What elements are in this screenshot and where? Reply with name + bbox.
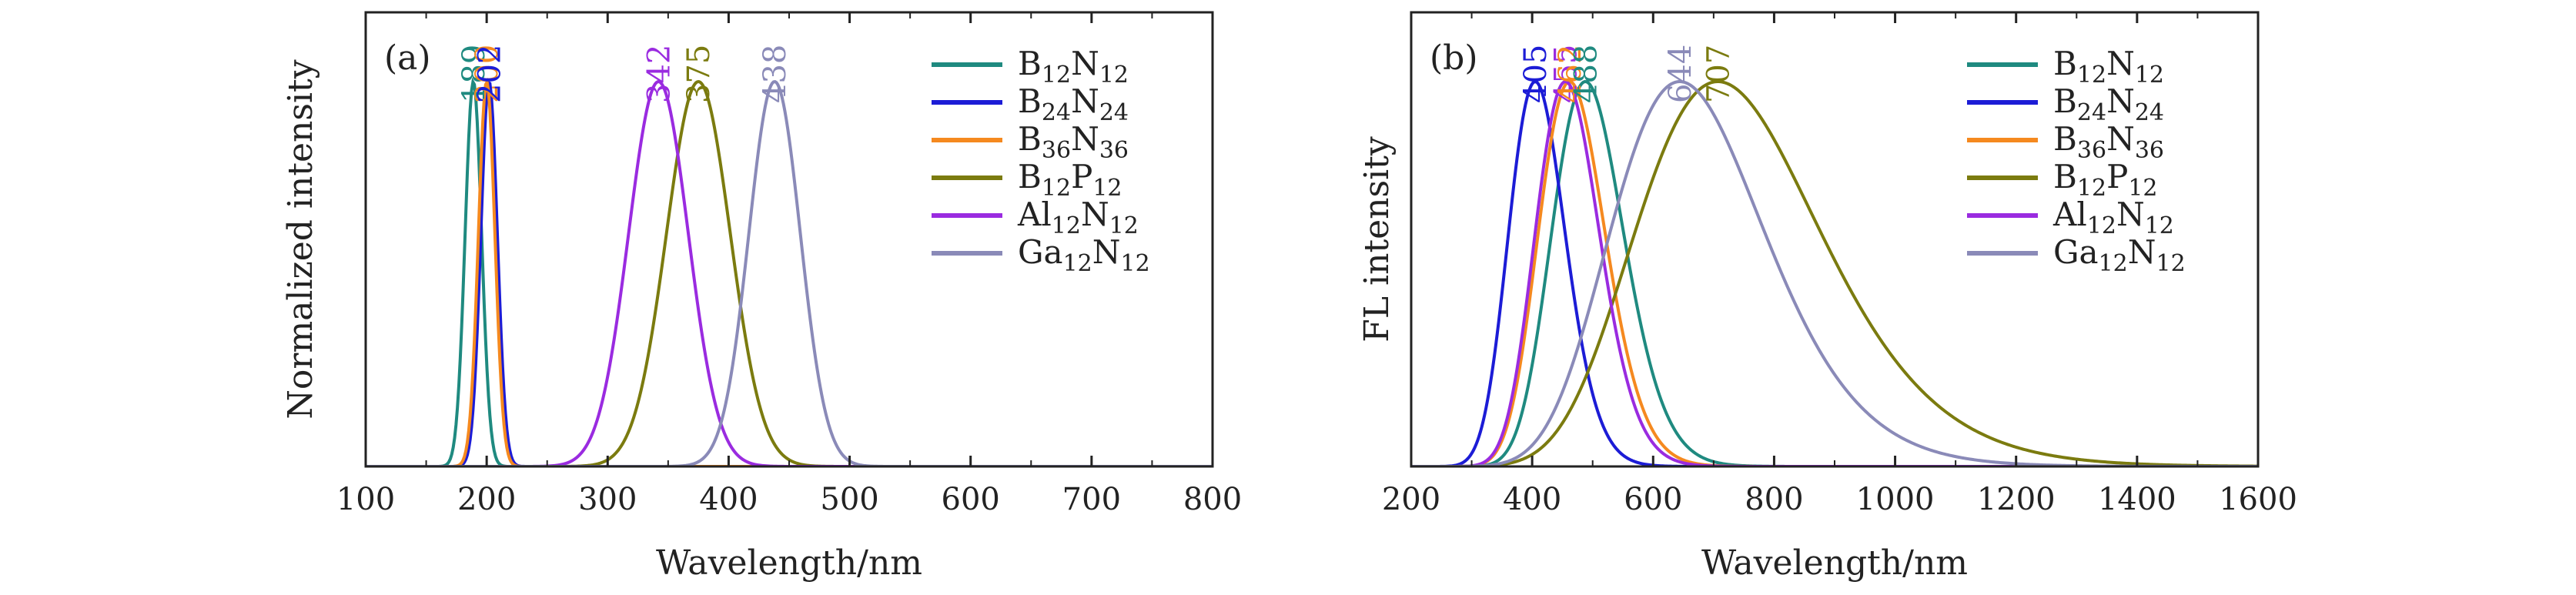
- x-axis-label: Wavelength/nm: [1701, 543, 1968, 583]
- series-line-B12P12: [366, 79, 1213, 466]
- peak-label-B36N36: 462: [1553, 45, 1588, 103]
- series-line-B24N24: [366, 80, 1213, 466]
- peak-label-B12N12: 189: [457, 45, 492, 103]
- x-tick-label: 200: [1382, 482, 1440, 517]
- series-line-B12P12: [1411, 79, 2258, 466]
- x-tick-label: 700: [1062, 482, 1121, 517]
- peak-label-B12P12: 707: [1701, 45, 1736, 103]
- y-axis-label: FL intensity: [1357, 136, 1397, 343]
- x-tick-label: 600: [942, 482, 1000, 517]
- legend-entry-B12P12: B12P12: [2053, 158, 2158, 202]
- panel-label: (a): [384, 38, 431, 78]
- legend-entry-B24N24: B24N24: [1018, 82, 1129, 126]
- peak-label-Al12N12: 342: [641, 45, 677, 103]
- peak-label-B24N24: 405: [1518, 45, 1554, 103]
- peak-label-B24N24: 202: [472, 45, 507, 103]
- x-tick-label: 100: [336, 482, 395, 517]
- x-tick-label: 800: [1745, 482, 1803, 517]
- series-line-B36N36: [1411, 80, 2258, 466]
- x-tick-label: 1600: [2219, 482, 2297, 517]
- peak-label-B12P12: 375: [681, 45, 717, 103]
- legend-entry-B12N12: B12N12: [2053, 45, 2164, 89]
- peak-label-B12N12: 488: [1568, 45, 1604, 103]
- series-line-Ga12N12: [366, 79, 1213, 466]
- x-axis-label: Wavelength/nm: [656, 543, 922, 583]
- peak-label-Al12N12: 455: [1548, 45, 1584, 103]
- x-tick-label: 1400: [2098, 482, 2176, 517]
- x-tick-label: 1000: [1856, 482, 1935, 517]
- panel-b: 200 400 600 800 1000 1200 1400 1600 Wavelength/n…: [1357, 11, 2297, 583]
- x-tick-label: 1200: [1977, 482, 2056, 517]
- legend-entry-Ga12N12: Ga12N12: [1018, 233, 1150, 277]
- series-line-Al12N12: [1411, 79, 2258, 466]
- x-tick-label: 200: [457, 482, 516, 517]
- legend-entry-B12N12: B12N12: [1018, 45, 1129, 89]
- peak-label-B36N36: 200: [470, 45, 505, 103]
- x-tick-label: 800: [1183, 482, 1242, 517]
- peak-label-Ga12N12: 644: [1663, 45, 1698, 103]
- x-tick-label: 300: [578, 482, 637, 517]
- series-line-B24N24: [1411, 79, 2258, 466]
- y-axis-label: Normalized intensity: [281, 59, 320, 419]
- peak-label-Ga12N12: 438: [758, 45, 793, 103]
- legend-entry-B12P12: B12P12: [1018, 158, 1122, 202]
- x-tick-label: 600: [1624, 482, 1682, 517]
- legend-entry-Al12N12: Al12N12: [2052, 196, 2174, 239]
- x-tick-label: 500: [820, 482, 878, 517]
- panel-a: 100 200 300 400 500 600 700 800 Wavelength/nm Nor…: [281, 11, 1242, 583]
- x-tick-label: 400: [1503, 482, 1561, 517]
- panel-label: (b): [1430, 38, 1478, 78]
- legend-entry-B24N24: B24N24: [2053, 82, 2164, 126]
- series-line-B12N12: [1411, 80, 2258, 466]
- legend-entry-B36N36: B36N36: [2053, 120, 2164, 164]
- x-tick-label: 400: [699, 482, 758, 517]
- series-line-B36N36: [366, 77, 1213, 466]
- legend-entry-Ga12N12: Ga12N12: [2053, 233, 2186, 277]
- legend-entry-B36N36: B36N36: [1018, 120, 1129, 164]
- legend-entry-Al12N12: Al12N12: [1017, 196, 1139, 239]
